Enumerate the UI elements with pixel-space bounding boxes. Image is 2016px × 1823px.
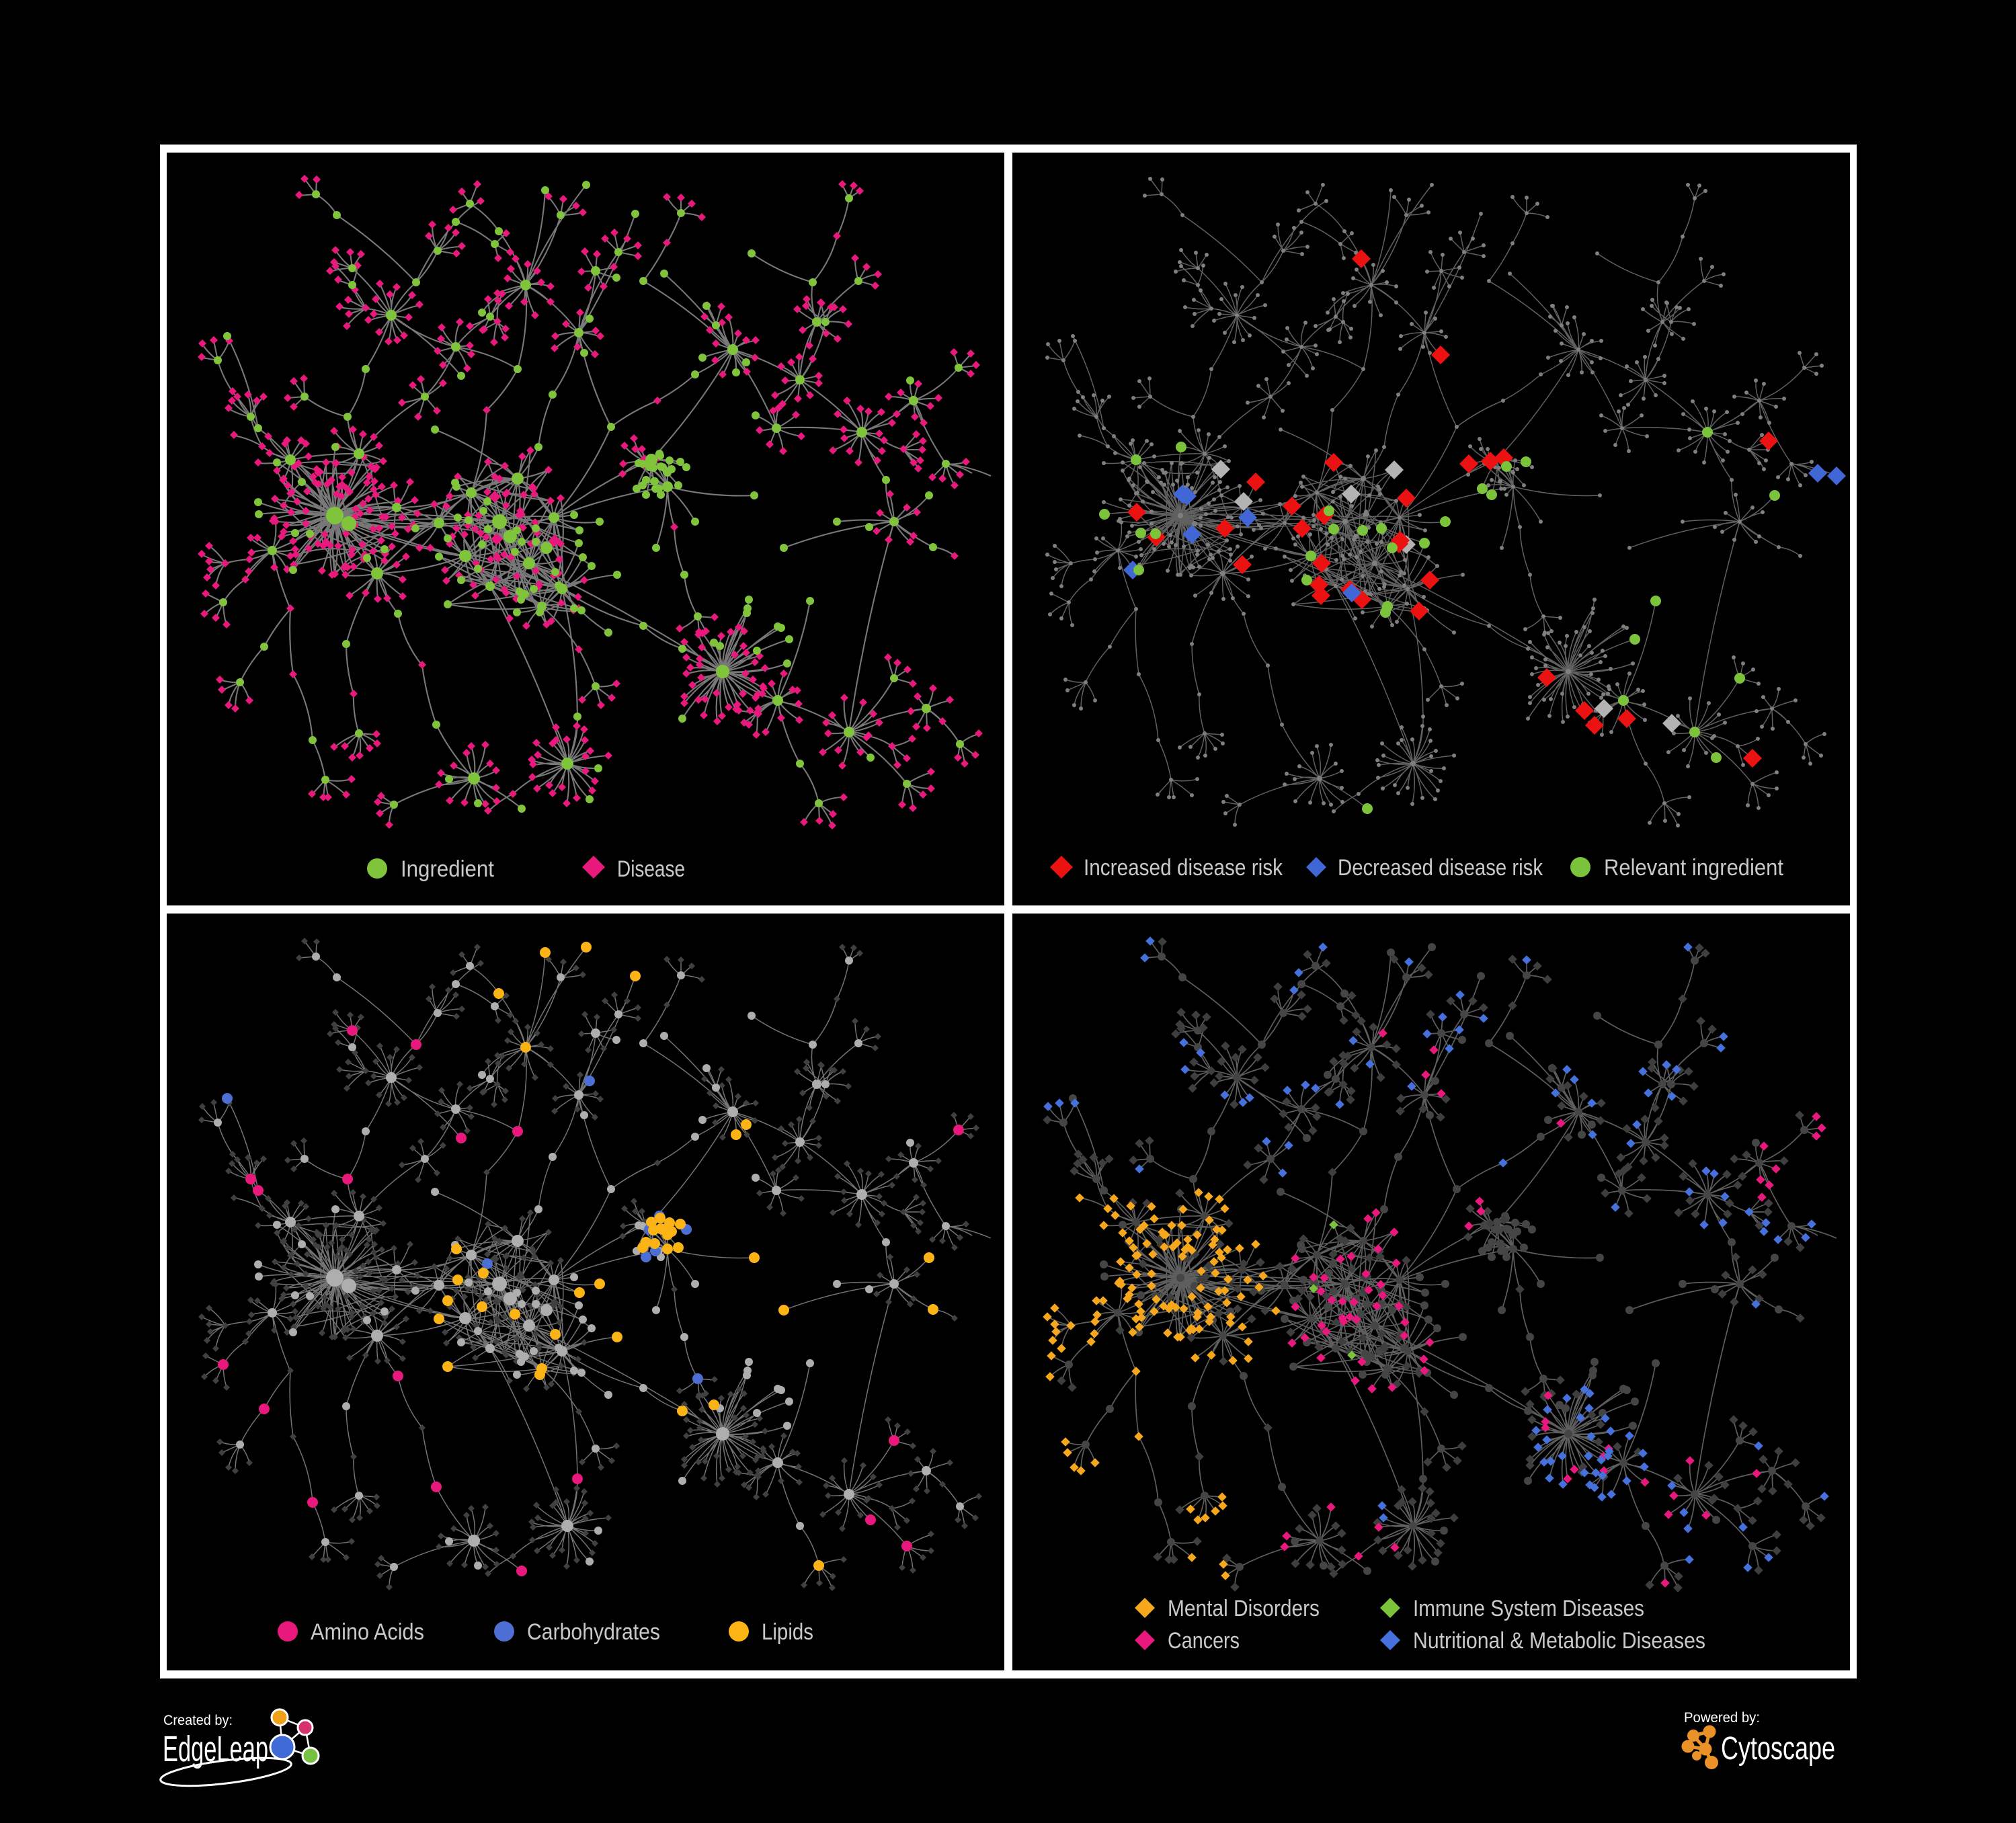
svg-text:Carbohydrates: Carbohydrates [527, 1619, 660, 1645]
svg-text:Amino Acids: Amino Acids [311, 1619, 424, 1645]
svg-text:Decreased disease risk: Decreased disease risk [1338, 855, 1543, 881]
svg-text:EdgeLeap: EdgeLeap [163, 1729, 268, 1769]
svg-text:Ingredient: Ingredient [401, 856, 494, 882]
svg-text:Cytoscape: Cytoscape [1721, 1731, 1835, 1767]
svg-text:Created by:: Created by: [163, 1713, 233, 1728]
svg-text:Mental Disorders: Mental Disorders [1168, 1596, 1320, 1621]
svg-text:Powered by:: Powered by: [1684, 1710, 1760, 1726]
svg-text:Relevant ingredient: Relevant ingredient [1604, 855, 1784, 881]
svg-text:Disease: Disease [617, 856, 685, 882]
svg-text:Lipids: Lipids [762, 1619, 813, 1645]
svg-text:Nutritional & Metabolic Diseas: Nutritional & Metabolic Diseases [1413, 1628, 1705, 1654]
svg-text:Cancers: Cancers [1168, 1628, 1240, 1654]
svg-text:Immune System Diseases: Immune System Diseases [1413, 1596, 1644, 1621]
svg-text:Increased disease risk: Increased disease risk [1084, 855, 1283, 881]
